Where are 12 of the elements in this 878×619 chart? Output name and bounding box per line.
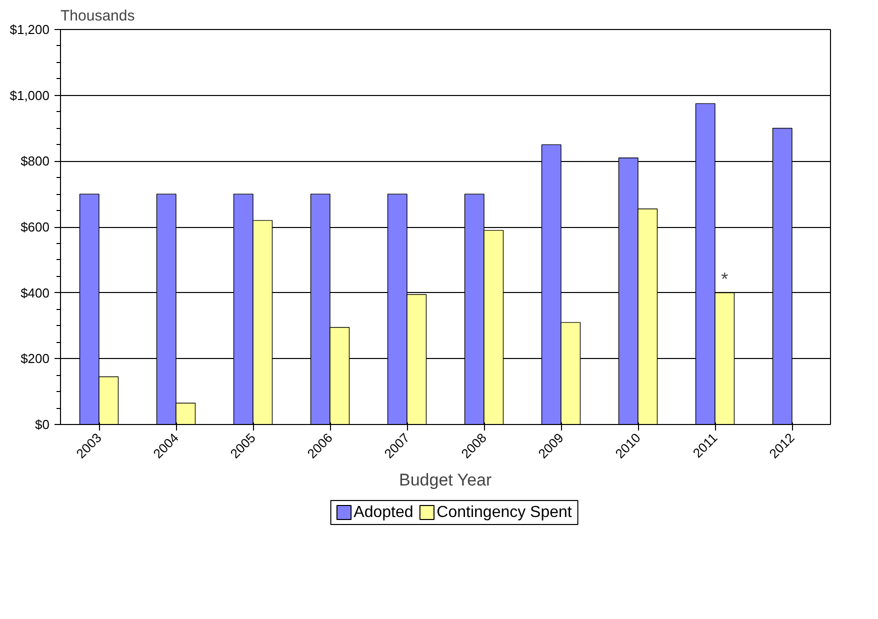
y-tick-label: $800 xyxy=(20,154,50,169)
y-tick-label: $400 xyxy=(20,285,50,300)
y-tick-label: $0 xyxy=(35,417,50,432)
y-tick-label: $1,200 xyxy=(10,22,50,37)
y-axis-title: Thousands xyxy=(60,8,135,24)
legend-label: Contingency Spent xyxy=(436,504,572,521)
y-tick-label: $600 xyxy=(20,220,50,234)
annotation: * xyxy=(721,268,728,289)
y-tick-label: $1,000 xyxy=(10,88,50,103)
x-axis-title: Budget Year xyxy=(399,470,492,490)
y-tick-label: $200 xyxy=(20,351,50,366)
legend-label: Adopted xyxy=(354,504,414,521)
